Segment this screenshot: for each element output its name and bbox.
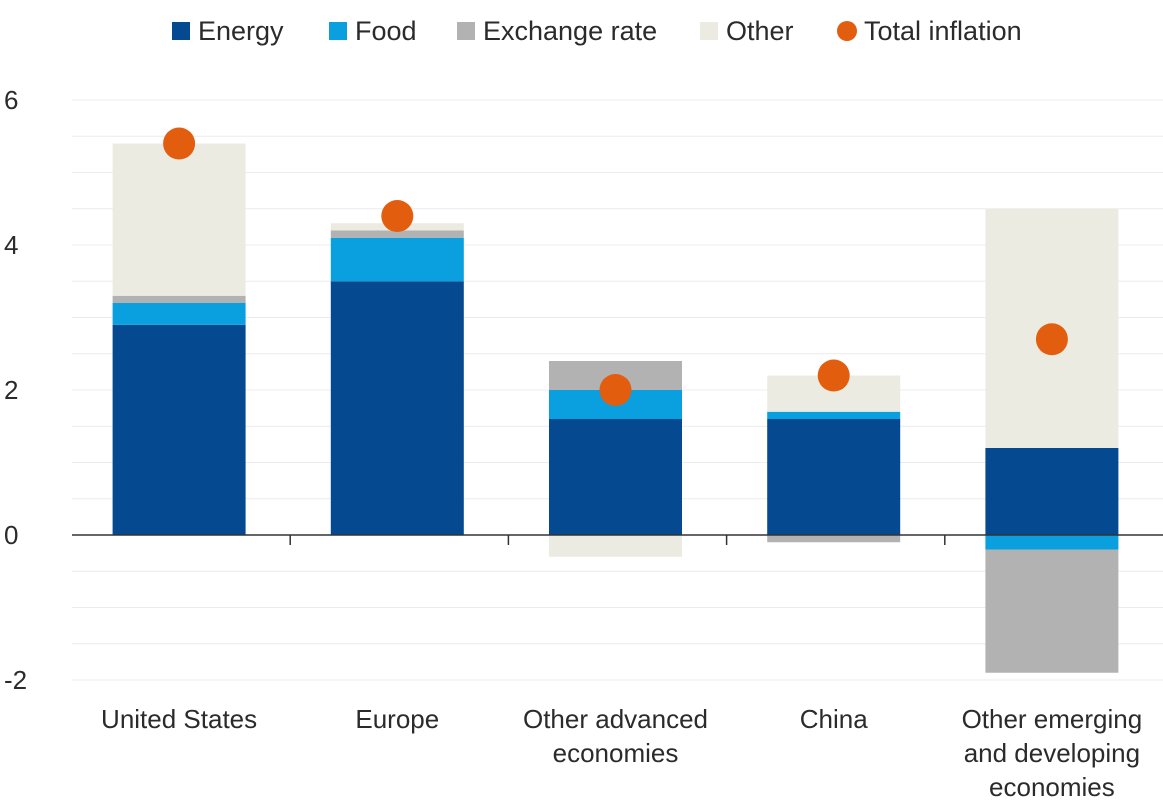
- legend-swatch-exchange-rate: [457, 22, 475, 40]
- legend-swatch-food: [329, 22, 347, 40]
- category-label-europe: Europe: [355, 704, 439, 734]
- bar-energy-other-emerging-and-developing-economies: [985, 448, 1119, 535]
- legend-label-exchange-rate: Exchange rate: [483, 16, 657, 46]
- total-inflation-marker-united-states: [163, 127, 196, 160]
- total-inflation-markers: [163, 127, 1068, 406]
- bar-food-europe: [330, 237, 464, 282]
- bar-other-united-states: [112, 143, 246, 296]
- legend: Energy Food Exchange rate Other Total inflat…: [172, 16, 1022, 46]
- legend-label-other: Other: [726, 16, 794, 46]
- bar-exchange-rate-united-states: [112, 295, 246, 303]
- total-inflation-marker-china: [817, 359, 850, 392]
- category-label-line: economies: [553, 738, 679, 768]
- category-label-line: Other emerging: [962, 704, 1143, 734]
- bar-food-china: [767, 411, 901, 419]
- bar-exchange-rate-china: [767, 535, 901, 543]
- y-tick-label: 2: [4, 375, 18, 405]
- y-tick-label: 6: [4, 85, 18, 115]
- category-label-other-advanced-economies: Other advanced economies: [523, 704, 708, 768]
- bar-food-other-emerging-and-developing-economies: [985, 535, 1119, 550]
- category-label-line: China: [800, 704, 868, 734]
- y-tick-label: 0: [4, 520, 18, 550]
- category-label-united-states: United States: [101, 704, 257, 734]
- bar-exchange-rate-europe: [330, 230, 464, 238]
- total-inflation-marker-other-emerging-and-developing-economies: [1035, 323, 1068, 356]
- axes: 6 4 2 0 -2 United States Europe Other advanced e…: [4, 85, 1163, 802]
- bars: [112, 143, 1119, 673]
- bar-energy-other-advanced-economies: [549, 419, 682, 535]
- legend-swatch-other: [700, 22, 718, 40]
- bar-exchange-rate-other-emerging-and-developing-economies: [985, 549, 1119, 673]
- legend-swatch-total-inflation: [837, 21, 857, 41]
- bar-other-other-advanced-economies: [549, 535, 682, 557]
- legend-label-food: Food: [355, 16, 417, 46]
- legend-label-total-inflation: Total inflation: [864, 16, 1022, 46]
- category-label-line: Other advanced: [523, 704, 708, 734]
- bar-energy-china: [767, 419, 901, 535]
- legend-label-energy: Energy: [198, 16, 284, 46]
- category-label-line: Europe: [355, 704, 439, 734]
- category-label-line: economies: [989, 772, 1115, 802]
- category-label-line: United States: [101, 704, 257, 734]
- category-label-other-emerging-and-developing-economies: Other emerging and developing economies: [962, 704, 1143, 802]
- y-tick-label: -2: [4, 665, 27, 695]
- y-tick-label: 4: [4, 230, 18, 260]
- bar-energy-europe: [330, 281, 464, 535]
- total-inflation-marker-europe: [381, 200, 414, 232]
- category-label-line: and developing: [964, 738, 1140, 768]
- total-inflation-marker-other-advanced-economies: [599, 374, 632, 406]
- bar-food-united-states: [112, 303, 246, 325]
- category-label-china: China: [800, 704, 868, 734]
- bar-energy-united-states: [112, 324, 246, 535]
- legend-swatch-energy: [172, 22, 190, 40]
